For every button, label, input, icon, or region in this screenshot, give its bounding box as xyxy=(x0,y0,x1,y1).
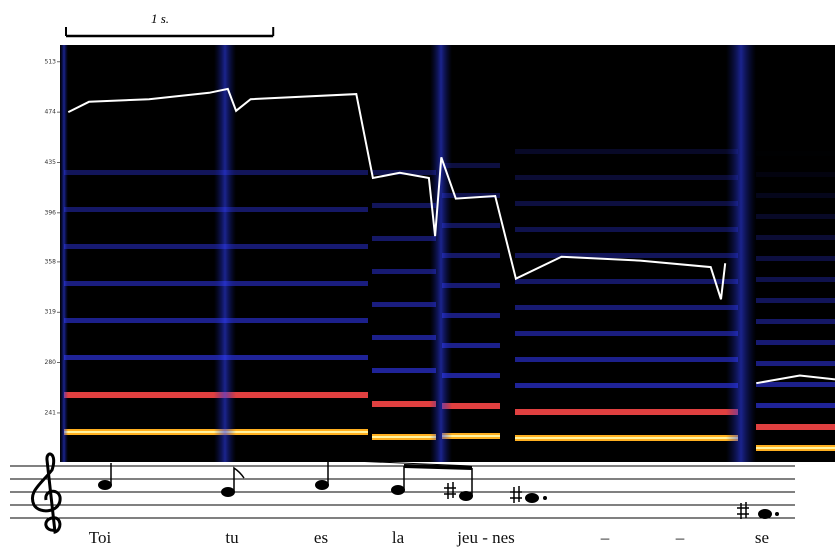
harmonic xyxy=(442,343,500,348)
lyric: se xyxy=(755,528,769,547)
harmonic xyxy=(442,253,500,258)
harmonic xyxy=(756,277,835,282)
harmonic xyxy=(515,175,738,180)
harmonic xyxy=(756,424,835,430)
harmonic xyxy=(756,298,835,303)
y-tick-label: 241 xyxy=(45,409,57,416)
harmonic xyxy=(756,340,835,345)
harmonic xyxy=(442,223,500,228)
pitch-contour xyxy=(67,87,835,385)
harmonic xyxy=(515,305,738,310)
harmonic xyxy=(442,313,500,318)
scalebar-label: 1 s. xyxy=(151,11,169,26)
lyric: – xyxy=(600,528,610,547)
harmonic xyxy=(756,382,835,387)
harmonic xyxy=(372,236,436,241)
harmonic-core xyxy=(442,435,500,437)
harmonic xyxy=(442,403,500,409)
harmonic xyxy=(515,357,738,362)
lyric: jeu - nes xyxy=(456,528,515,547)
harmonic xyxy=(372,203,436,208)
harmonic xyxy=(756,361,835,366)
lyric: tu xyxy=(225,528,239,547)
harmonic xyxy=(515,149,738,154)
harmonic xyxy=(515,227,738,232)
noise-band xyxy=(60,45,68,462)
harmonic xyxy=(756,193,835,198)
y-tick-label: 474 xyxy=(45,109,57,116)
noise-band xyxy=(726,45,756,462)
harmonic xyxy=(515,331,738,336)
y-tick-label: 396 xyxy=(45,209,57,216)
harmonic xyxy=(756,235,835,240)
harmonic-core xyxy=(372,436,436,438)
harmonic xyxy=(442,193,500,198)
harmonic-core xyxy=(515,437,738,439)
harmonic xyxy=(372,302,436,307)
harmonic xyxy=(372,401,436,407)
y-tick-label: 513 xyxy=(45,58,57,65)
harmonic xyxy=(756,256,835,261)
harmonic xyxy=(515,253,738,258)
harmonic xyxy=(515,279,738,284)
harmonic xyxy=(756,403,835,408)
y-tick-label: 280 xyxy=(45,359,57,366)
lyric: Toi xyxy=(89,528,112,547)
lyric: es xyxy=(314,528,328,547)
y-tick-label: 435 xyxy=(45,159,57,166)
harmonic xyxy=(372,335,436,340)
harmonic xyxy=(442,373,500,378)
y-tick-label: 319 xyxy=(45,309,57,316)
staff xyxy=(10,452,795,534)
harmonic xyxy=(372,368,436,373)
harmonic xyxy=(442,283,500,288)
harmonic xyxy=(372,269,436,274)
harmonic xyxy=(372,170,436,175)
harmonic xyxy=(756,214,835,219)
noise-band xyxy=(214,45,236,462)
lyric: – xyxy=(675,528,685,547)
harmonic xyxy=(515,383,738,388)
harmonic xyxy=(515,201,738,206)
harmonics xyxy=(60,45,835,462)
harmonic xyxy=(756,319,835,324)
harmonic xyxy=(442,163,500,168)
harmonic xyxy=(756,151,835,156)
harmonic xyxy=(515,409,738,415)
harmonic xyxy=(756,172,835,177)
y-tick-label: 358 xyxy=(45,258,57,265)
noise-band xyxy=(430,45,452,462)
harmonic-core xyxy=(756,447,835,449)
lyric: la xyxy=(392,528,405,547)
